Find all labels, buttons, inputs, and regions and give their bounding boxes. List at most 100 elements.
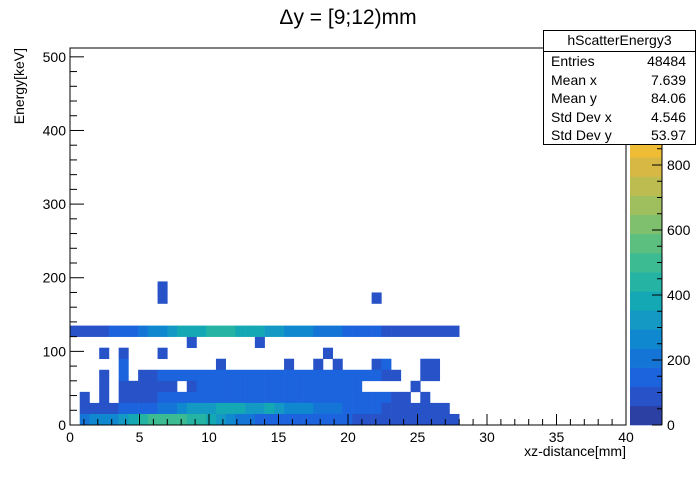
heatmap-cell — [186, 380, 197, 393]
heatmap-cell — [147, 369, 158, 382]
heatmap-cell — [206, 391, 217, 404]
heatmap-cell — [99, 347, 110, 360]
colorbar-segment — [630, 348, 662, 368]
heatmap-cell — [118, 391, 129, 404]
stats-row-std-dev-y: Std Dev y 53.97 — [544, 126, 695, 145]
heatmap-cell — [128, 391, 139, 404]
heatmap-cell — [371, 391, 382, 404]
heatmap-cell — [167, 325, 178, 337]
heatmap-cell — [303, 369, 314, 382]
colorbar-segment — [630, 214, 662, 235]
heatmap-cell — [410, 413, 421, 426]
y-tick-label: 400 — [43, 122, 67, 138]
heatmap-cell — [420, 391, 431, 404]
heatmap-cell — [264, 325, 275, 337]
heatmap-cell — [313, 391, 324, 404]
heatmap-cell — [177, 413, 188, 426]
heatmap-cell — [186, 369, 197, 382]
heatmap-cell — [79, 402, 90, 415]
heatmap-cell — [157, 402, 168, 415]
heatmap-cell — [138, 380, 149, 393]
colorbar-segment — [630, 386, 662, 407]
heatmap-cell — [147, 413, 158, 426]
heatmap-cell — [342, 391, 353, 404]
heatmap-cell — [371, 402, 382, 415]
heatmap-cell — [293, 402, 304, 415]
heatmap-cell — [206, 402, 217, 415]
heatmap-cell — [118, 402, 129, 415]
heatmap-cell — [254, 336, 265, 348]
heatmap-cell — [108, 402, 119, 415]
heatmap-cell — [186, 413, 197, 426]
heatmap-cell — [322, 402, 334, 415]
heatmap-cell — [391, 402, 402, 415]
heatmap-cell — [303, 380, 314, 393]
heatmap-cell — [313, 413, 324, 426]
heatmap-cell — [420, 402, 431, 415]
heatmap-cell — [157, 292, 168, 304]
heatmap-cell — [235, 391, 246, 404]
heatmap-cell — [138, 325, 149, 337]
heatmap-cell — [332, 325, 343, 337]
heatmap-cell — [118, 358, 129, 371]
heatmap-cell — [157, 413, 168, 426]
heatmap-cell — [274, 380, 285, 393]
heatmap-cell — [381, 391, 392, 404]
stats-value: 84.06 — [650, 90, 686, 106]
heatmap-cell — [400, 413, 411, 426]
heatmap-cell — [215, 380, 226, 393]
heatmap-cell — [361, 391, 372, 404]
heatmap-cell — [157, 369, 168, 382]
heatmap-cell — [264, 380, 275, 393]
colorbar-segment — [630, 291, 662, 311]
heatmap-cell — [430, 325, 441, 337]
heatmap-cell — [245, 325, 256, 337]
heatmap-cell — [342, 369, 353, 382]
heatmap-cell — [99, 369, 110, 382]
heatmap-cell — [147, 325, 158, 337]
heatmap-cell — [274, 369, 285, 382]
heatmap-cell — [293, 391, 304, 404]
heatmap-cell — [225, 402, 236, 415]
colorbar-segment — [630, 405, 662, 426]
heatmap-cell — [177, 402, 188, 415]
heatmap-cell — [108, 325, 119, 337]
heatmap-cell — [167, 402, 178, 415]
heatmap-cell — [206, 369, 217, 382]
heatmap-cell — [138, 369, 149, 382]
heatmap-cell — [391, 391, 402, 404]
heatmap-cell — [342, 402, 353, 415]
heatmap-cell — [332, 402, 343, 415]
heatmap-cell — [157, 380, 168, 393]
heatmap-cell — [79, 391, 90, 404]
heatmap-cell — [332, 413, 343, 426]
heatmap-cell — [274, 391, 285, 404]
heatmap-cell — [420, 358, 431, 371]
heatmap-cell — [430, 358, 441, 371]
heatmap-cell — [167, 369, 178, 382]
colorbar-tick-label: 800 — [667, 157, 691, 173]
heatmap-cell — [89, 325, 100, 337]
heatmap-cell — [352, 391, 363, 404]
heatmap-cell — [430, 413, 441, 426]
heatmap-cell — [186, 391, 197, 404]
heatmap-cell — [138, 402, 149, 415]
heatmap-cell — [225, 325, 236, 337]
heatmap-cell — [313, 369, 324, 382]
stats-title: hScatterEnergy3 — [544, 31, 695, 52]
heatmap-cell — [225, 380, 236, 393]
heatmap-cell — [371, 292, 382, 304]
heatmap-cell — [264, 402, 275, 415]
heatmap-cell — [99, 391, 110, 404]
heatmap-cell — [147, 402, 158, 415]
stats-value: 53.97 — [650, 127, 686, 143]
heatmap-cell — [186, 402, 197, 415]
heatmap-cell — [108, 413, 119, 426]
x-tick-label: 40 — [618, 429, 634, 445]
heatmap-cell — [138, 413, 149, 426]
heatmap-cell — [342, 380, 353, 393]
heatmap-cell — [322, 380, 334, 393]
stats-row-mean-x: Mean x 7.639 — [544, 71, 695, 90]
heatmap-cell — [118, 369, 129, 382]
heatmap-cell — [449, 325, 460, 337]
